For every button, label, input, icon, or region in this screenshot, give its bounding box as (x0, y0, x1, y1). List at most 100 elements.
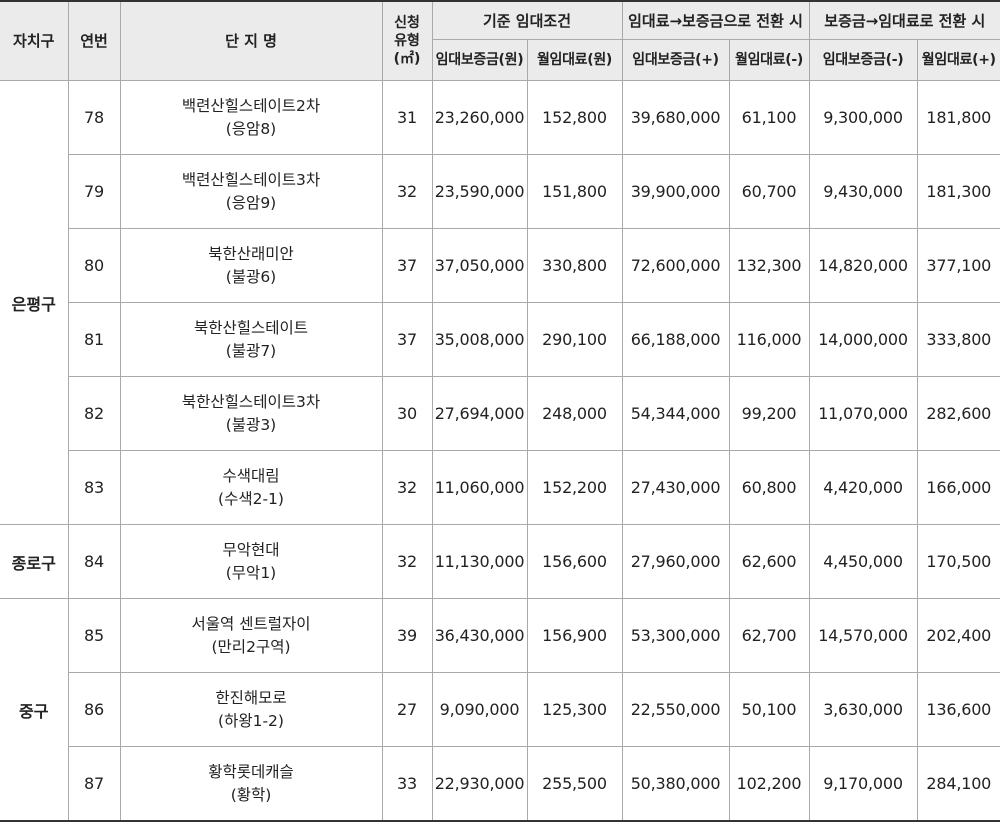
conv2-deposit-cell: 4,450,000 (808, 524, 918, 599)
complex-name: 황학롯데캐슬 (208, 762, 294, 781)
serial-header: 연번 (67, 0, 121, 81)
serial-cell: 87 (68, 746, 121, 822)
complex-name: 북한산래미안 (208, 244, 294, 263)
complex-area: (수색2-1) (218, 489, 284, 508)
apply-type-header: 신청 유형 (㎡) (381, 0, 433, 81)
base-rent-cell: 290,100 (526, 302, 623, 377)
conv1-deposit-header: 임대보증금(+) (621, 39, 730, 81)
complex-name: 백련산힐스테이트3차 (181, 170, 321, 189)
complex-name: 한진해모로 (215, 688, 287, 707)
complex-name-cell: 백련산힐스테이트2차 (응암8) (119, 80, 383, 155)
apply-type-line: (㎡) (393, 51, 421, 67)
base-rent-header: 월임대료(원) (526, 39, 623, 81)
base-deposit-cell: 11,130,000 (431, 524, 528, 599)
conv1-deposit-cell: 50,380,000 (621, 746, 730, 822)
apply-type-cell: 32 (381, 154, 433, 229)
apply-type-line: 유형 (394, 33, 420, 49)
apply-type-cell: 33 (381, 746, 433, 822)
conv2-deposit-cell: 11,070,000 (808, 376, 918, 451)
complex-area: (불광3) (225, 415, 277, 434)
base-rent-cell: 156,900 (526, 598, 623, 673)
conv1-deposit-cell: 53,300,000 (621, 598, 730, 673)
conv1-deposit-cell: 54,344,000 (621, 376, 730, 451)
table-row: 종로구 84 무악현대 (무악1) 32 11,130,000 156,600 27,960,… (0, 524, 1000, 599)
serial-cell: 85 (67, 598, 121, 673)
conv2-deposit-cell: 9,430,000 (808, 154, 918, 229)
table-row: 86 한진해모로 (하왕1-2) 27 9,090,000 125,300 22,550,0… (0, 672, 1000, 747)
conv2-deposit-cell: 9,170,000 (808, 746, 918, 822)
base-deposit-cell: 11,060,000 (431, 450, 528, 525)
conv2-rent-cell: 284,100 (916, 746, 1000, 822)
base-rent-cell: 248,000 (526, 376, 623, 451)
base-deposit-cell: 35,008,000 (431, 302, 528, 377)
complex-name: 수색대림 (222, 466, 280, 485)
base-rent-cell: 152,200 (526, 450, 623, 525)
base-deposit-cell: 37,050,000 (431, 228, 528, 303)
conv1-deposit-cell: 22,550,000 (621, 672, 730, 747)
apply-type-cell: 27 (381, 672, 433, 747)
complex-area: (무악1) (225, 563, 277, 582)
conv2-rent-cell: 377,100 (916, 228, 1000, 303)
base-rent-cell: 156,600 (526, 524, 623, 599)
serial-cell: 80 (68, 228, 121, 303)
base-rent-cell: 255,500 (526, 746, 623, 822)
conv1-rent-cell: 50,100 (728, 672, 810, 747)
conv1-rent-header: 월임대료(-) (728, 39, 810, 81)
base-deposit-header: 임대보증금(원) (432, 39, 528, 81)
conv1-deposit-cell: 72,600,000 (621, 228, 730, 303)
conv2-rent-cell: 166,000 (916, 450, 1000, 525)
conv2-deposit-cell: 9,300,000 (808, 80, 918, 155)
base-rent-cell: 152,800 (526, 80, 623, 155)
conv2-deposit-cell: 4,420,000 (808, 450, 918, 525)
apply-type-cell: 39 (381, 598, 433, 673)
table-row: 중구 85 서울역 센트럴자이 (만리2구역) 39 36,430,000 156,900 5… (0, 598, 1000, 822)
complex-name: 무악현대 (222, 540, 280, 559)
table-row: 80 북한산래미안 (불광6) 37 37,050,000 330,800 72,600,0… (0, 228, 1000, 303)
complex-name: 백련산힐스테이트2차 (181, 96, 321, 115)
table-row: 83 수색대림 (수색2-1) 32 11,060,000 152,200 27,430,0… (0, 450, 1000, 525)
complex-name: 북한산힐스테이트3차 (181, 392, 321, 411)
conv1-deposit-cell: 27,960,000 (621, 524, 730, 599)
complex-name-cell: 무악현대 (무악1) (119, 524, 383, 599)
conv2-deposit-cell: 14,820,000 (808, 228, 918, 303)
conv1-deposit-cell: 39,680,000 (621, 80, 730, 155)
conv2-rent-cell: 136,600 (916, 672, 1000, 747)
table-row: 87 황학롯데캐슬 (황학) 33 22,930,000 255,500 50,380,00… (0, 746, 1000, 822)
rent-to-deposit-header: 임대료→보증금으로 전환 시 (621, 0, 810, 40)
conv2-rent-header: 월임대료(+) (916, 39, 1000, 81)
conv2-deposit-cell: 14,000,000 (808, 302, 918, 377)
base-rent-cell: 125,300 (526, 672, 623, 747)
conv1-rent-cell: 132,300 (728, 228, 810, 303)
deposit-to-rent-header: 보증금→임대료로 전환 시 (808, 0, 1000, 40)
complex-name: 서울역 센트럴자이 (191, 614, 311, 633)
conv1-deposit-cell: 27,430,000 (621, 450, 730, 525)
serial-cell: 83 (68, 450, 121, 525)
complex-area: (하왕1-2) (218, 711, 284, 730)
apply-type-cell: 32 (381, 450, 433, 525)
base-deposit-cell: 9,090,000 (431, 672, 528, 747)
complex-name-cell: 북한산힐스테이트 (불광7) (119, 302, 383, 377)
serial-cell: 78 (67, 80, 121, 155)
conv1-deposit-cell: 66,188,000 (621, 302, 730, 377)
serial-cell: 84 (67, 524, 121, 599)
serial-cell: 82 (68, 376, 121, 451)
conv2-rent-cell: 202,400 (916, 598, 1000, 673)
complex-name-cell: 황학롯데캐슬 (황학) (119, 746, 383, 822)
complex-name-header: 단 지 명 (119, 0, 383, 81)
complex-name: 북한산힐스테이트 (193, 318, 309, 337)
base-rent-cell: 151,800 (526, 154, 623, 229)
base-deposit-cell: 23,260,000 (431, 80, 528, 155)
complex-area: (황학) (230, 785, 272, 804)
apply-type-cell: 31 (381, 80, 433, 155)
serial-cell: 86 (68, 672, 121, 747)
conv1-rent-cell: 99,200 (728, 376, 810, 451)
conv2-deposit-cell: 3,630,000 (808, 672, 918, 747)
conv2-rent-cell: 282,600 (916, 376, 1000, 451)
complex-area: (응암9) (225, 193, 277, 212)
complex-name-cell: 수색대림 (수색2-1) (119, 450, 383, 525)
table-header: 자치구 연번 단 지 명 신청 유형 (㎡) 기준 임대조건 임대료→보증금으로… (0, 0, 1000, 81)
base-conditions-header: 기준 임대조건 (431, 0, 623, 40)
complex-area: (불광6) (225, 267, 277, 286)
district-cell: 중구 (0, 598, 69, 822)
